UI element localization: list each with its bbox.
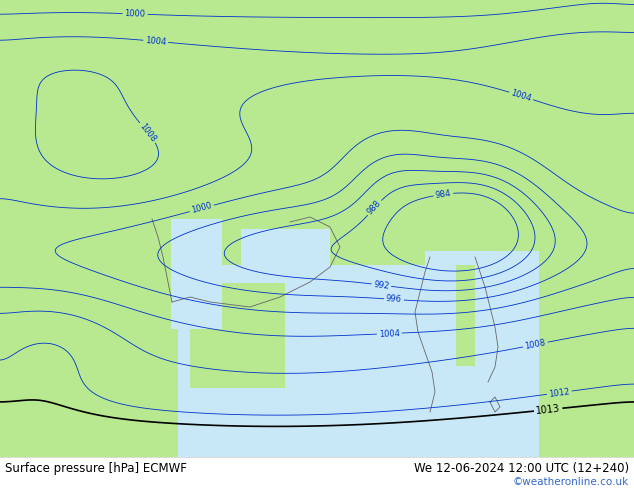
Text: 1000: 1000	[124, 9, 146, 19]
Text: 1004: 1004	[145, 36, 167, 47]
Text: 992: 992	[373, 280, 390, 291]
Text: Surface pressure [hPa] ECMWF: Surface pressure [hPa] ECMWF	[5, 462, 187, 475]
Text: ©weatheronline.co.uk: ©weatheronline.co.uk	[513, 477, 629, 488]
Text: 988: 988	[366, 199, 383, 217]
Text: 1008: 1008	[138, 122, 158, 144]
Text: We 12-06-2024 12:00 UTC (12+240): We 12-06-2024 12:00 UTC (12+240)	[414, 462, 629, 475]
Text: 1004: 1004	[510, 88, 533, 103]
Text: 1012: 1012	[548, 387, 571, 398]
Text: 1008: 1008	[524, 338, 547, 351]
Text: 1000: 1000	[190, 201, 213, 216]
Text: 984: 984	[435, 189, 452, 200]
Text: 996: 996	[386, 294, 403, 304]
Text: 1004: 1004	[378, 329, 400, 339]
Text: 1013: 1013	[536, 403, 561, 416]
